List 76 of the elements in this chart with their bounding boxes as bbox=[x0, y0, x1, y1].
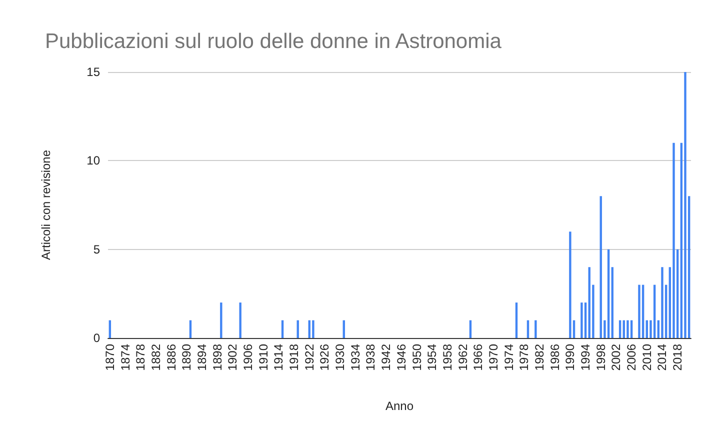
x-tick-label: 1982 bbox=[532, 344, 546, 371]
bar bbox=[108, 320, 112, 338]
x-tick-label: 1874 bbox=[118, 344, 132, 371]
x-tick-label: 2018 bbox=[670, 344, 685, 371]
bar bbox=[588, 267, 590, 338]
bar bbox=[684, 72, 686, 338]
bar bbox=[653, 284, 656, 338]
bar bbox=[618, 320, 622, 338]
bar bbox=[569, 232, 572, 338]
x-tick-label: 1894 bbox=[194, 344, 209, 371]
bar bbox=[220, 302, 222, 338]
bar bbox=[342, 320, 345, 338]
x-tick-label: 1902 bbox=[226, 344, 240, 371]
x-tick-label: 1910 bbox=[256, 344, 270, 371]
x-tick-label: 1882 bbox=[148, 344, 163, 371]
bar bbox=[534, 320, 537, 338]
x-tick-label: 1870 bbox=[102, 344, 117, 371]
x-tick-label: 2014 bbox=[655, 344, 670, 371]
bar bbox=[661, 267, 664, 338]
x-tick-label: 1970 bbox=[486, 344, 500, 371]
x-tick-label: 1934 bbox=[348, 344, 362, 371]
bar bbox=[308, 320, 310, 338]
y-tick-label: 5 bbox=[93, 242, 100, 256]
bar bbox=[580, 302, 583, 338]
x-tick-label: 1878 bbox=[134, 344, 148, 371]
x-tick-label: 2006 bbox=[624, 344, 639, 371]
bar bbox=[626, 320, 629, 338]
x-tick-label: 1994 bbox=[578, 344, 593, 371]
bar bbox=[584, 302, 587, 338]
bar bbox=[239, 302, 242, 338]
x-tick-label: 2010 bbox=[640, 344, 654, 371]
y-tick-label: 10 bbox=[86, 154, 100, 168]
x-tick-label: 1918 bbox=[287, 344, 302, 371]
x-tick-label: 1990 bbox=[563, 344, 578, 371]
x-tick-label: 1962 bbox=[456, 344, 470, 371]
bar bbox=[642, 284, 644, 338]
x-tick-label: 1950 bbox=[410, 344, 424, 371]
x-tick-label: 1890 bbox=[180, 344, 194, 371]
x-tick-label: 1930 bbox=[333, 344, 348, 371]
x-tick-label: 1958 bbox=[440, 344, 454, 371]
bar bbox=[646, 320, 648, 338]
x-tick-label: 1954 bbox=[425, 344, 440, 371]
bar bbox=[189, 320, 192, 338]
x-tick-label: 1998 bbox=[594, 344, 608, 371]
x-axis-title: Anno bbox=[385, 399, 414, 413]
x-tick-label: 1886 bbox=[164, 344, 178, 371]
x-tick-label: 1926 bbox=[318, 344, 332, 371]
x-tick-label: 1974 bbox=[502, 344, 516, 371]
y-tick-label: 15 bbox=[86, 65, 100, 79]
bar bbox=[638, 284, 640, 338]
x-tick-label: 1946 bbox=[394, 344, 408, 371]
x-tick-label: 1942 bbox=[379, 344, 394, 371]
bar bbox=[469, 320, 472, 338]
bar bbox=[611, 267, 614, 338]
chart-title: Pubblicazioni sul ruolo delle donne in Astronomia bbox=[45, 30, 502, 53]
bar bbox=[630, 320, 633, 338]
bar bbox=[296, 320, 299, 338]
bar bbox=[600, 196, 602, 338]
bar bbox=[607, 249, 610, 338]
x-tick-label: 1906 bbox=[240, 344, 255, 371]
x-tick-label: 1986 bbox=[548, 344, 562, 371]
bar bbox=[312, 320, 314, 338]
bar bbox=[515, 302, 518, 338]
bar bbox=[622, 320, 625, 338]
x-tick-label: 1938 bbox=[364, 344, 378, 371]
bar bbox=[281, 320, 284, 338]
x-tick-label: 2002 bbox=[609, 344, 624, 371]
x-tick-label: 1914 bbox=[272, 344, 286, 371]
x-tick-label: 1922 bbox=[302, 344, 316, 371]
bar bbox=[672, 142, 675, 338]
y-axis-title: Articoli con revisione bbox=[39, 150, 53, 260]
bar bbox=[526, 320, 530, 338]
y-tick-label: 0 bbox=[93, 331, 100, 345]
x-tick-label: 1898 bbox=[210, 344, 224, 371]
x-tick-label: 1966 bbox=[471, 344, 486, 371]
x-tick-label: 1978 bbox=[517, 344, 532, 371]
